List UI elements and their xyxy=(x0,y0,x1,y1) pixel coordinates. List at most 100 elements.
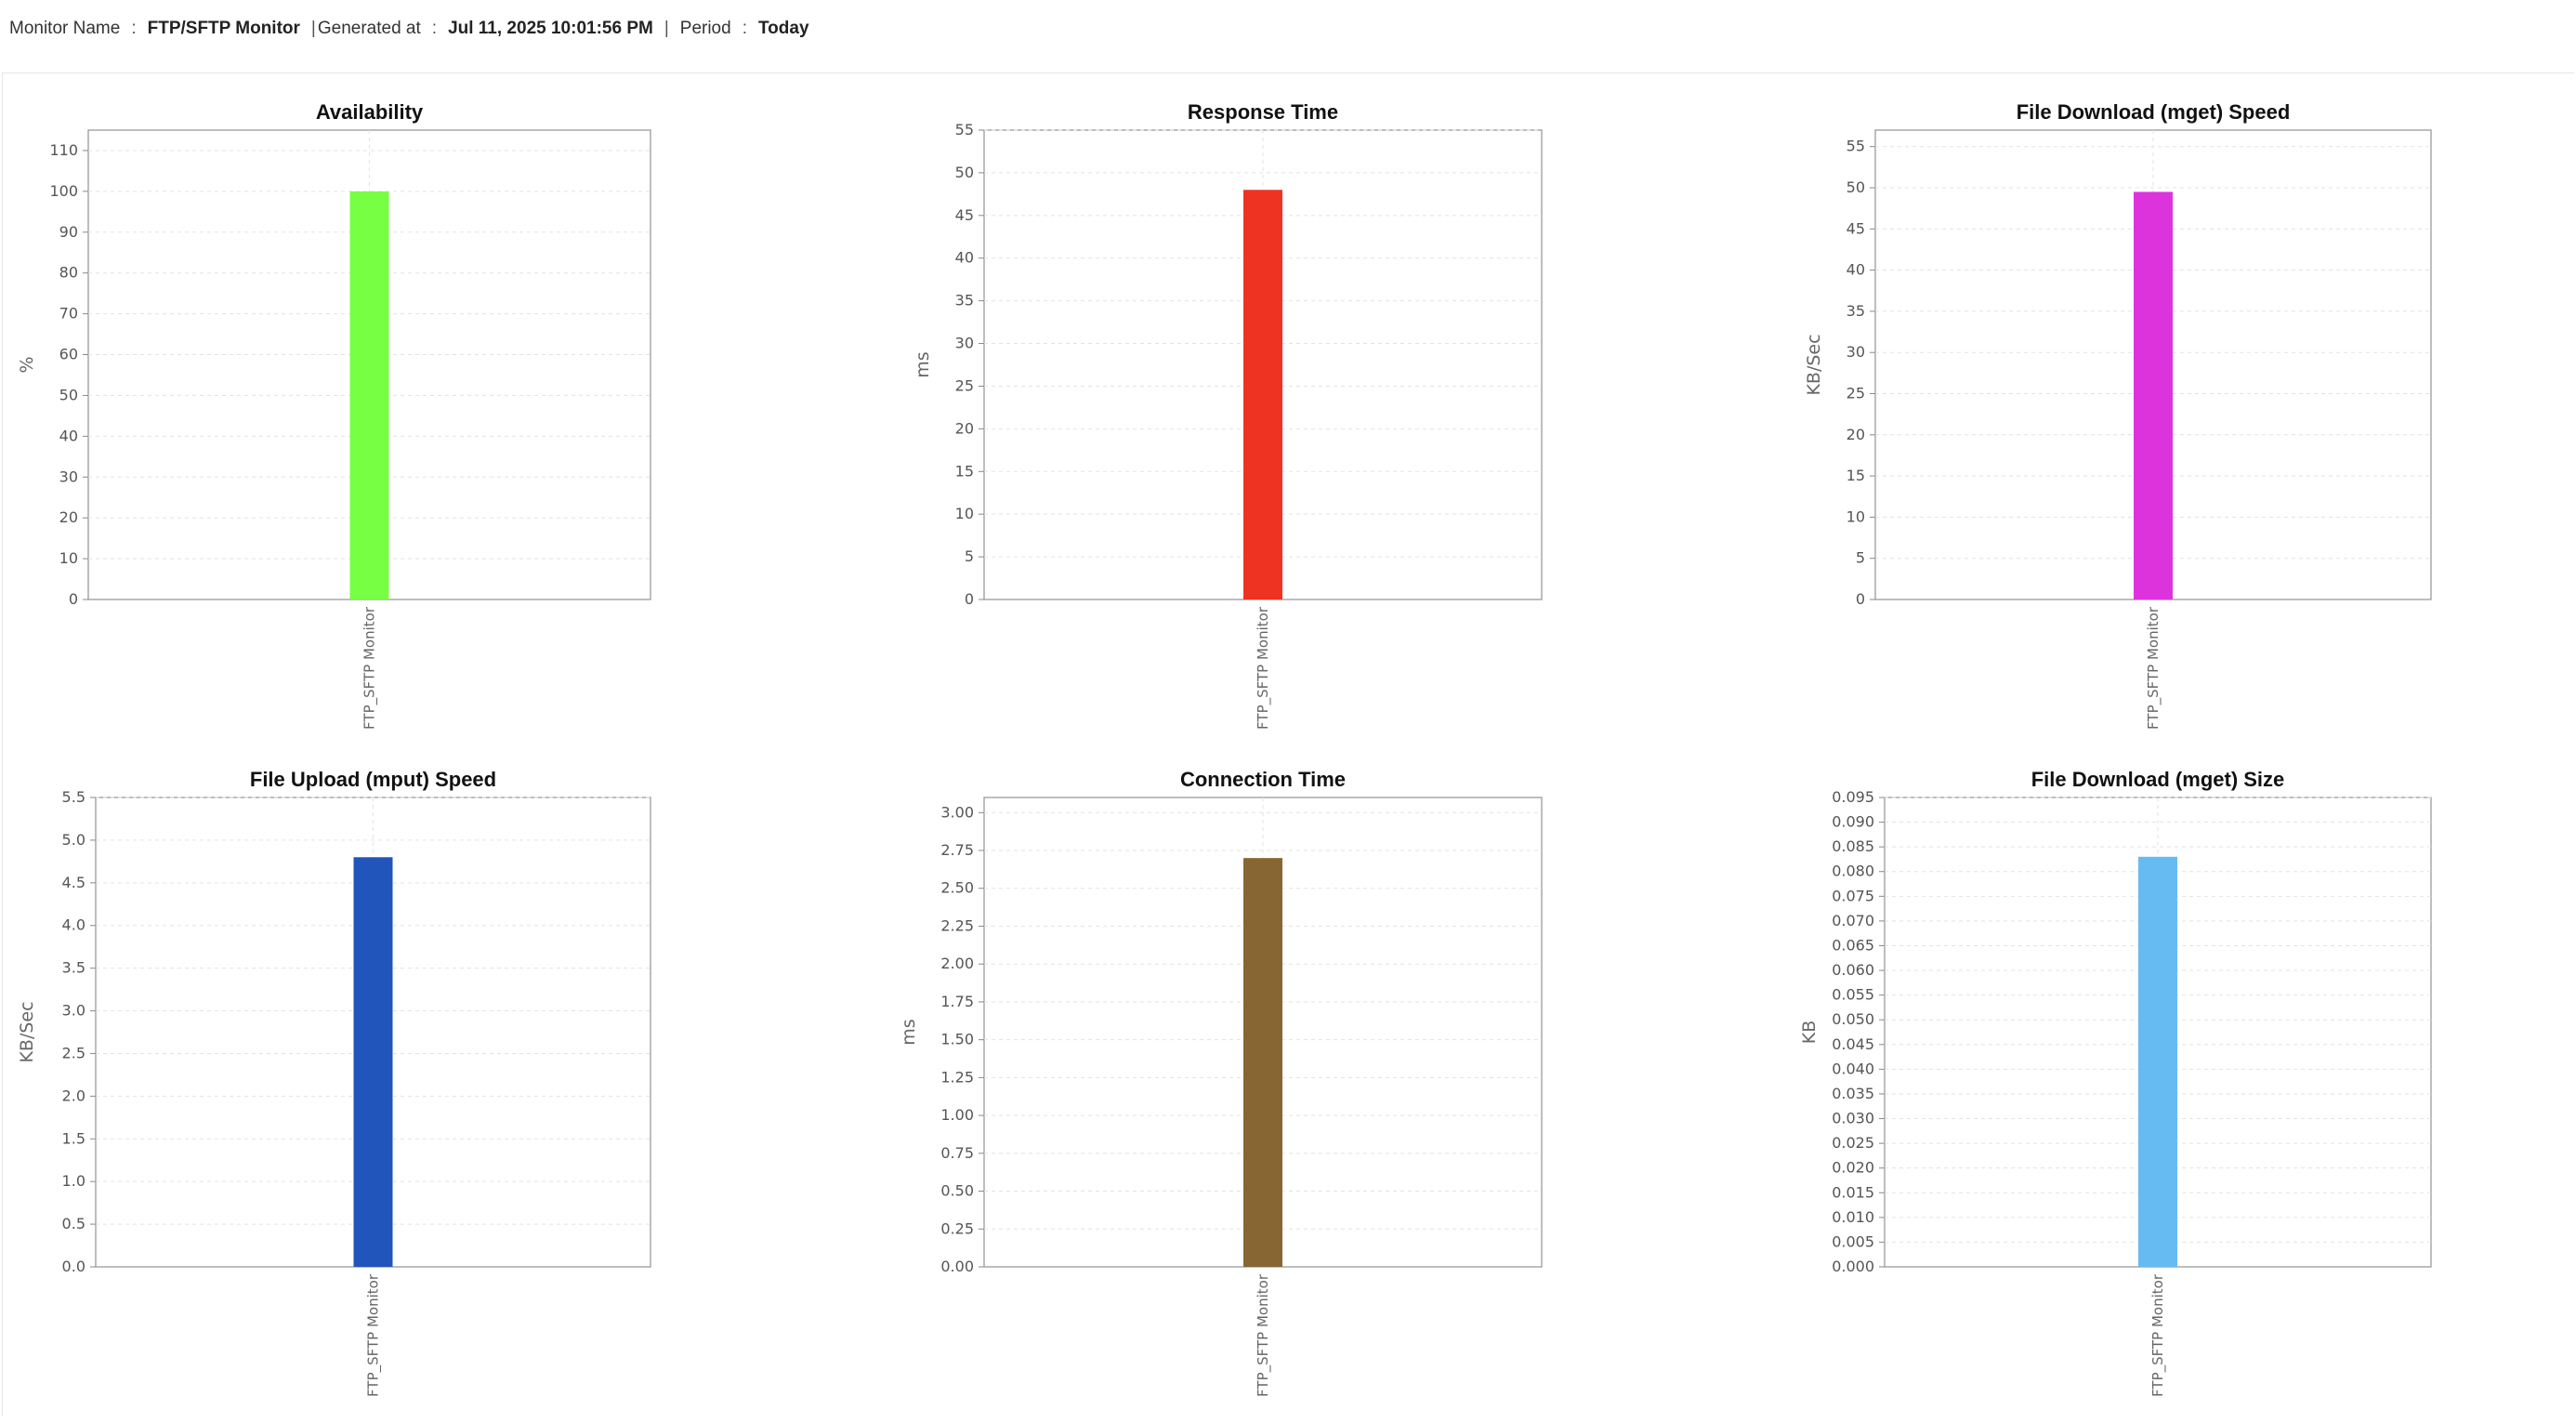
y-tick-label: 1.0 xyxy=(62,1172,85,1190)
y-tick-label: 0.095 xyxy=(1832,788,1874,806)
y-tick-label: 0.000 xyxy=(1832,1258,1874,1275)
x-category-label: FTP_SFTP Monitor xyxy=(365,1273,383,1397)
y-tick-label: 0.060 xyxy=(1832,961,1874,979)
y-tick-label: 0.085 xyxy=(1832,837,1874,855)
y-tick-label: 4.5 xyxy=(62,874,85,891)
y-tick-label: 0.020 xyxy=(1832,1159,1874,1177)
y-axis-label: ms xyxy=(899,1019,919,1045)
chart-svg: File Download (mget) Size 0.000 0.005 0.010… xyxy=(1799,768,2432,1397)
chart-svg: File Upload (mput) Speed 0.0 0.5 1.0 1.5 2.0 2… xyxy=(17,768,651,1397)
x-category-label: FTP_SFTP Monitor xyxy=(361,606,379,730)
y-axis-label: KB/Sec xyxy=(17,1001,37,1062)
y-tick-label: 1.5 xyxy=(62,1129,85,1147)
y-tick-label: 0.035 xyxy=(1832,1085,1874,1102)
y-tick-label: 0.045 xyxy=(1832,1035,1874,1053)
y-tick-label: 40 xyxy=(955,249,974,267)
chart-title: Availability xyxy=(316,100,424,124)
y-tick-label: 0.025 xyxy=(1832,1134,1874,1152)
y-tick-label: 20 xyxy=(1847,426,1865,443)
y-axis-label: KB xyxy=(1799,1021,1820,1045)
chart-title: File Download (mget) Size xyxy=(2031,768,2285,791)
y-tick-label: 50 xyxy=(59,386,78,403)
x-category-label: FTP_SFTP Monitor xyxy=(2149,1273,2167,1397)
header-divider: | xyxy=(310,19,316,38)
header-divider: | xyxy=(664,19,669,38)
generated-at-value: Jul 11, 2025 10:01:56 PM xyxy=(448,19,653,38)
generated-at-label: Generated at xyxy=(317,19,421,38)
y-tick-label: 35 xyxy=(955,292,974,310)
y-tick-label: 10 xyxy=(59,549,78,567)
y-tick-label: 0.00 xyxy=(940,1258,974,1275)
y-tick-label: 2.0 xyxy=(62,1087,85,1104)
monitor-name-label: Monitor Name xyxy=(9,19,121,38)
y-tick-label: 30 xyxy=(1847,343,1865,361)
y-tick-label: 15 xyxy=(1847,467,1865,484)
y-tick-label: 2.00 xyxy=(940,955,974,972)
y-tick-label: 40 xyxy=(1847,261,1865,279)
y-tick-label: 4.0 xyxy=(62,916,85,934)
y-tick-label: 3.5 xyxy=(62,959,85,977)
bar[interactable] xyxy=(2134,191,2173,600)
y-tick-label: 55 xyxy=(955,121,974,138)
y-tick-label: 5 xyxy=(1856,549,1865,567)
y-tick-label: 20 xyxy=(59,508,78,526)
availability-chart: Availability 0 10 20 30 40 50 60 70 80 90 100 110% FT… xyxy=(0,88,859,758)
file-upload-speed-chart: File Upload (mput) Speed 0.0 0.5 1.0 1.5 2.0 2… xyxy=(0,756,859,1418)
y-tick-label: 0.015 xyxy=(1832,1183,1874,1201)
chart-svg: Availability 0 10 20 30 40 50 60 70 80 90 100 110% FT… xyxy=(17,100,651,730)
y-tick-label: 1.75 xyxy=(940,993,974,1010)
y-tick-label: 2.50 xyxy=(940,879,974,897)
bar[interactable] xyxy=(353,857,393,1267)
y-tick-label: 0.090 xyxy=(1832,813,1874,831)
y-tick-label: 25 xyxy=(1847,385,1865,402)
y-tick-label: 5.0 xyxy=(62,831,85,849)
period-separator: : xyxy=(742,19,747,38)
response-time-chart: Response Time 0 5 10 15 20 25 30 35 40 45 50 55 ms FTP… xyxy=(859,88,1717,758)
y-tick-label: 60 xyxy=(59,346,78,363)
y-tick-label: 100 xyxy=(49,182,78,200)
y-tick-label: 50 xyxy=(1847,178,1865,196)
chart-svg: Response Time 0 5 10 15 20 25 30 35 40 45 50 55 ms FTP… xyxy=(913,100,1543,730)
chart-svg: Connection Time 0.00 0.25 0.50 0.75 1.00 1.25 1… xyxy=(899,768,1543,1397)
chart-title: Response Time xyxy=(1188,100,1338,124)
y-tick-label: 0.055 xyxy=(1832,986,1874,1004)
y-tick-label: 0.0 xyxy=(62,1258,85,1275)
y-tick-label: 40 xyxy=(59,427,78,444)
monitor-name-value: FTP/SFTP Monitor xyxy=(147,19,300,38)
y-tick-label: 1.50 xyxy=(940,1031,974,1048)
y-axis-label: % xyxy=(17,356,37,373)
y-tick-label: 80 xyxy=(59,264,78,282)
file-download-speed-chart: File Download (mget) Speed 0 5 10 15 20 25 30 35… xyxy=(1717,88,2576,758)
y-tick-label: 20 xyxy=(955,419,974,437)
bar[interactable] xyxy=(349,191,389,600)
y-tick-label: 2.25 xyxy=(940,916,974,934)
chart-title: File Download (mget) Speed xyxy=(2017,100,2291,124)
y-tick-label: 90 xyxy=(59,223,78,241)
y-tick-label: 70 xyxy=(59,305,78,323)
y-tick-label: 15 xyxy=(955,462,974,480)
y-tick-label: 30 xyxy=(955,335,974,352)
y-tick-label: 0.25 xyxy=(940,1219,974,1237)
y-tick-label: 50 xyxy=(955,164,974,181)
y-tick-label: 0.50 xyxy=(940,1182,974,1200)
y-tick-label: 5.5 xyxy=(62,788,85,806)
y-tick-label: 0.5 xyxy=(62,1215,85,1232)
x-category-label: FTP_SFTP Monitor xyxy=(1255,1273,1272,1397)
y-tick-label: 0 xyxy=(1856,590,1865,608)
generated-at-separator: : xyxy=(431,19,438,38)
y-tick-label: 45 xyxy=(955,206,974,224)
y-tick-label: 45 xyxy=(1847,219,1865,237)
file-download-size-chart: File Download (mget) Size 0.000 0.005 0.010… xyxy=(1717,756,2576,1418)
y-tick-label: 25 xyxy=(955,376,974,394)
y-tick-label: 0.050 xyxy=(1832,1010,1874,1028)
y-tick-label: 0 xyxy=(69,590,78,608)
y-tick-label: 0.080 xyxy=(1832,863,1874,880)
bar[interactable] xyxy=(2138,856,2177,1267)
y-tick-label: 30 xyxy=(59,468,78,485)
y-tick-label: 10 xyxy=(1847,507,1865,525)
chart-title: File Upload (mput) Speed xyxy=(250,768,496,791)
bar[interactable] xyxy=(1243,190,1282,600)
y-tick-label: 0.030 xyxy=(1832,1110,1874,1127)
bar[interactable] xyxy=(1243,858,1282,1267)
y-tick-label: 0.010 xyxy=(1832,1208,1874,1226)
